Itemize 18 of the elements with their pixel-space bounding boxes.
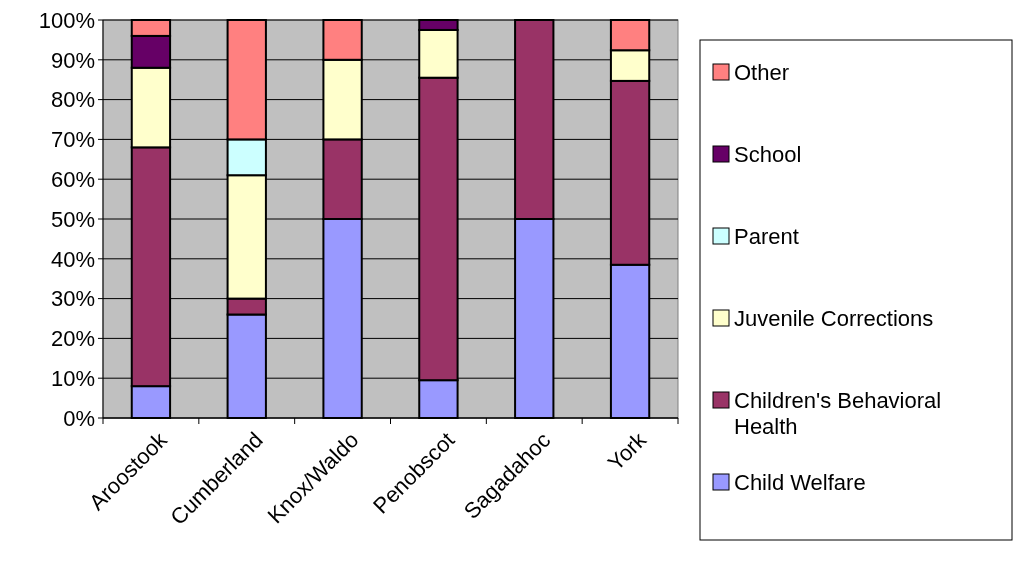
legend-label: Other — [734, 59, 790, 85]
y-tick-label: 20% — [50, 326, 95, 352]
y-tick-label: 0% — [63, 405, 95, 431]
y-tick-label: 40% — [50, 246, 95, 272]
y-tick-label: 100% — [38, 7, 95, 33]
legend-label: Parent — [734, 223, 799, 249]
x-tick-label: York — [602, 426, 652, 476]
y-tick-label: 50% — [50, 206, 95, 232]
legend-label: Child Welfare — [734, 469, 866, 495]
y-tick-label: 90% — [50, 47, 95, 73]
y-tick-label: 60% — [50, 166, 95, 192]
y-tick-label: 70% — [50, 127, 95, 153]
y-tick-label: 80% — [50, 87, 95, 113]
y-tick-label: 30% — [50, 286, 95, 312]
legend-label: Juvenile Corrections — [734, 305, 934, 331]
y-tick-label: 10% — [50, 365, 95, 391]
legend-label: School — [734, 141, 802, 167]
legend-label: Children's Behavioral Health — [734, 387, 942, 440]
